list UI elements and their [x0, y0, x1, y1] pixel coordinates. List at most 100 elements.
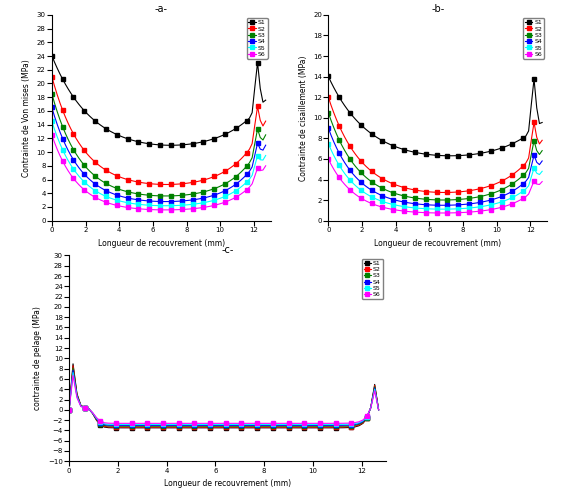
S4 [457, 202, 464, 208]
S3 [143, 192, 150, 198]
S1 [241, 120, 248, 125]
S5 [273, 422, 280, 428]
S6 [262, 163, 269, 169]
S4 [66, 407, 73, 413]
Title: -b-: -b- [431, 4, 445, 14]
S1 [348, 425, 355, 431]
S6 [419, 210, 426, 216]
S6 [222, 420, 229, 426]
S5 [455, 206, 462, 212]
Line: S1: S1 [327, 75, 544, 158]
S4 [455, 202, 462, 208]
Line: S2: S2 [50, 75, 267, 186]
S2 [241, 153, 248, 159]
S4 [465, 201, 472, 207]
S2 [143, 181, 150, 186]
S6 [162, 207, 169, 213]
Line: S1: S1 [67, 362, 380, 430]
S1 [285, 425, 292, 431]
S6 [257, 420, 264, 426]
S4 [325, 125, 332, 131]
S6 [438, 210, 445, 216]
S5 [66, 407, 73, 413]
S2 [179, 181, 185, 187]
S4 [262, 142, 269, 148]
S2 [66, 407, 73, 413]
S4 [473, 200, 480, 206]
Line: S1: S1 [50, 54, 267, 147]
S2 [539, 137, 545, 143]
S3 [285, 423, 292, 429]
S1 [181, 142, 188, 148]
S4 [517, 183, 524, 189]
S1 [168, 142, 175, 148]
S3 [273, 423, 280, 429]
S5 [473, 204, 480, 210]
S4 [539, 158, 545, 164]
S3 [419, 196, 426, 202]
S5 [262, 153, 269, 159]
S3 [181, 192, 188, 198]
Line: S3: S3 [327, 111, 544, 202]
S2 [441, 189, 448, 195]
S1 [325, 73, 332, 79]
Title: -a-: -a- [155, 4, 168, 14]
S5 [419, 205, 426, 211]
S2 [222, 424, 229, 430]
Line: S2: S2 [67, 364, 380, 429]
S1 [517, 136, 524, 142]
S2 [375, 407, 382, 413]
S5 [539, 168, 545, 174]
S3 [48, 91, 55, 97]
S2 [262, 118, 269, 124]
S1 [446, 153, 453, 159]
S4 [189, 197, 196, 203]
S6 [241, 189, 248, 195]
S4 [438, 202, 445, 208]
S6 [285, 420, 292, 426]
S3 [222, 423, 229, 429]
S1 [222, 425, 229, 431]
S1 [273, 425, 280, 431]
S5 [257, 422, 264, 428]
S5 [181, 202, 188, 208]
S4 [222, 422, 229, 428]
S4 [273, 422, 280, 428]
S4 [70, 368, 77, 373]
S1 [66, 407, 73, 413]
S6 [197, 205, 204, 211]
S6 [348, 420, 355, 426]
S3 [375, 407, 382, 413]
S5 [48, 118, 55, 124]
Legend: S1, S2, S3, S4, S5, S6: S1, S2, S3, S4, S5, S6 [523, 18, 544, 59]
X-axis label: Longueur de recouvrement (mm): Longueur de recouvrement (mm) [374, 239, 501, 248]
Line: S5: S5 [67, 371, 380, 426]
S2 [348, 424, 355, 430]
S3 [179, 192, 185, 198]
S4 [241, 174, 248, 180]
S1 [257, 425, 264, 431]
S5 [179, 202, 185, 208]
S1 [455, 153, 462, 159]
S4 [419, 201, 426, 207]
S2 [197, 178, 204, 184]
S5 [438, 206, 445, 212]
Line: S4: S4 [50, 106, 267, 203]
S2 [455, 189, 462, 195]
S5 [197, 200, 204, 206]
S1 [179, 142, 185, 148]
S5 [189, 201, 196, 207]
S4 [348, 422, 355, 428]
Line: S6: S6 [50, 133, 267, 212]
S5 [285, 422, 292, 428]
S1 [457, 152, 464, 158]
Y-axis label: contrainte de pelage (MPa): contrainte de pelage (MPa) [33, 307, 43, 410]
S3 [189, 191, 196, 197]
S6 [70, 372, 77, 378]
Line: S3: S3 [50, 92, 267, 198]
S5 [241, 182, 248, 187]
S2 [262, 424, 268, 430]
S6 [325, 156, 332, 162]
Legend: S1, S2, S3, S4, S5, S6: S1, S2, S3, S4, S5, S6 [362, 258, 383, 299]
S6 [455, 210, 462, 216]
